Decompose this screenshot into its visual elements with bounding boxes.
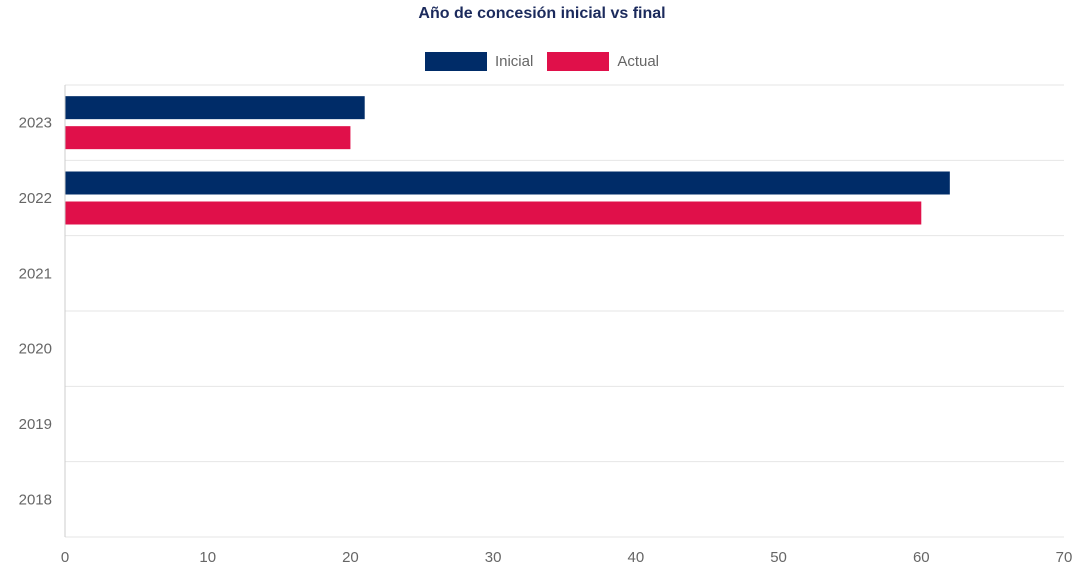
y-tick-label: 2022 — [19, 190, 52, 207]
bar-actual-2023 — [65, 126, 351, 150]
chart-title: Año de concesión inicial vs final — [418, 5, 666, 22]
x-tick-label: 10 — [199, 549, 216, 566]
x-tick-label: 50 — [770, 549, 787, 566]
legend-swatch-actual — [547, 52, 610, 71]
legend: Inicial Actual — [0, 52, 1084, 71]
y-tick-label: 2021 — [19, 265, 52, 282]
bar-inicial-2023 — [65, 96, 365, 120]
y-tick-label: 2020 — [19, 341, 52, 358]
y-tick-label: 2018 — [19, 491, 52, 508]
legend-label-actual: Actual — [617, 53, 660, 70]
y-tick-label: 2023 — [19, 115, 52, 132]
x-tick-label: 30 — [485, 549, 502, 566]
legend-item-inicial[interactable]: Inicial — [424, 52, 534, 71]
bar-actual-2022 — [65, 201, 922, 225]
x-tick-label: 40 — [628, 549, 645, 566]
legend-label-inicial: Inicial — [494, 53, 534, 70]
legend-swatch-inicial — [424, 52, 487, 71]
x-tick-label: 70 — [1056, 549, 1073, 566]
bar-inicial-2022 — [65, 171, 950, 195]
x-tick-label: 20 — [342, 549, 359, 566]
x-tick-label: 0 — [61, 549, 69, 566]
y-tick-label: 2019 — [19, 416, 52, 433]
legend-item-actual[interactable]: Actual — [547, 52, 659, 71]
x-tick-label: 60 — [913, 549, 930, 566]
